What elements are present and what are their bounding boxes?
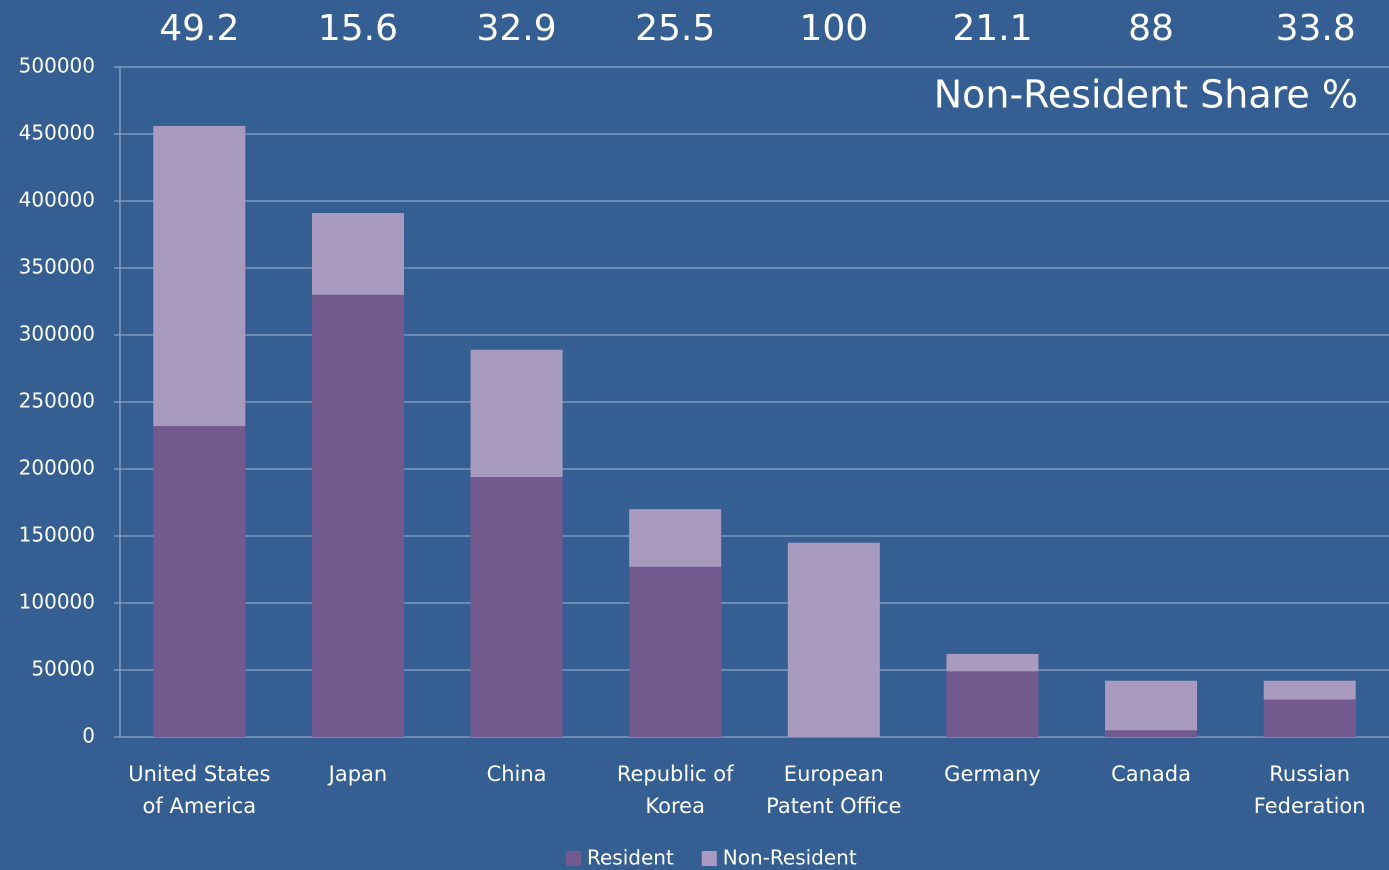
legend-swatch — [701, 851, 717, 866]
y-tick-label: 300000 — [19, 322, 95, 346]
y-tick-label: 150000 — [19, 523, 95, 547]
share-label: 25.5 — [635, 8, 715, 49]
bar-segment — [311, 294, 404, 737]
legend-label: Non-Resident — [723, 846, 857, 870]
legend-swatch — [566, 851, 581, 866]
y-tick-label: 200000 — [19, 456, 95, 480]
x-tick-label: Canada — [1111, 762, 1192, 786]
share-label: 15.6 — [318, 8, 398, 49]
annotation: Non-Resident Share % — [934, 73, 1358, 117]
bar-segment — [153, 426, 246, 737]
x-tick-label: Republic of Korea — [616, 762, 734, 818]
bar-segment — [1263, 680, 1356, 700]
bar-segment — [946, 653, 1039, 672]
share-label: 21.1 — [952, 8, 1032, 49]
bar-segment — [629, 509, 722, 567]
y-tick-label: 350000 — [19, 255, 95, 279]
x-tick-label: United States of America — [128, 762, 271, 818]
share-label: 33.8 — [1276, 8, 1356, 49]
bar-segment — [311, 213, 404, 295]
share-label: 32.9 — [476, 8, 556, 49]
bar-segment — [629, 566, 722, 737]
share-label: 100 — [799, 8, 868, 49]
bar-segment — [1105, 730, 1198, 737]
y-tick-label: 0 — [82, 724, 95, 748]
x-tick-label: European Patent Office — [766, 762, 902, 818]
bar-segment — [470, 349, 563, 478]
bar-segment — [470, 477, 563, 737]
y-tick-label: 450000 — [19, 121, 95, 145]
y-tick-label: 500000 — [19, 54, 95, 78]
y-tick-label: 400000 — [19, 188, 95, 212]
x-tick-label: China — [486, 762, 547, 786]
y-tick-label: 50000 — [31, 657, 95, 681]
y-tick-label: 250000 — [19, 389, 95, 413]
bar-segment — [153, 125, 246, 427]
x-tick-label: Japan — [328, 762, 388, 786]
bar-segment — [946, 671, 1039, 737]
legend-label: Resident — [587, 846, 674, 870]
bar-segment — [1263, 699, 1356, 737]
share-label: 49.2 — [159, 8, 239, 49]
bar-segment — [787, 542, 880, 737]
x-tick-label: Germany — [944, 762, 1041, 786]
bar-segment — [1105, 680, 1198, 731]
share-label: 88 — [1128, 8, 1174, 49]
y-tick-label: 100000 — [19, 590, 95, 614]
x-tick-label: Russian Federation — [1253, 762, 1366, 818]
